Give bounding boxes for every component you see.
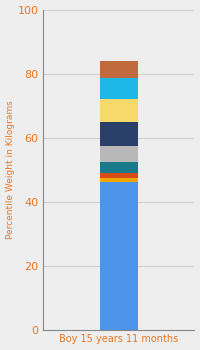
Bar [100,99,138,121]
Bar [100,146,138,162]
Bar [100,177,138,182]
Bar [100,61,138,78]
Bar [100,121,138,146]
Bar [100,78,138,99]
Bar [100,162,138,173]
Y-axis label: Percentile Weight in Kilograms: Percentile Weight in Kilograms [6,100,15,239]
Bar [100,182,138,330]
Bar [100,173,138,177]
